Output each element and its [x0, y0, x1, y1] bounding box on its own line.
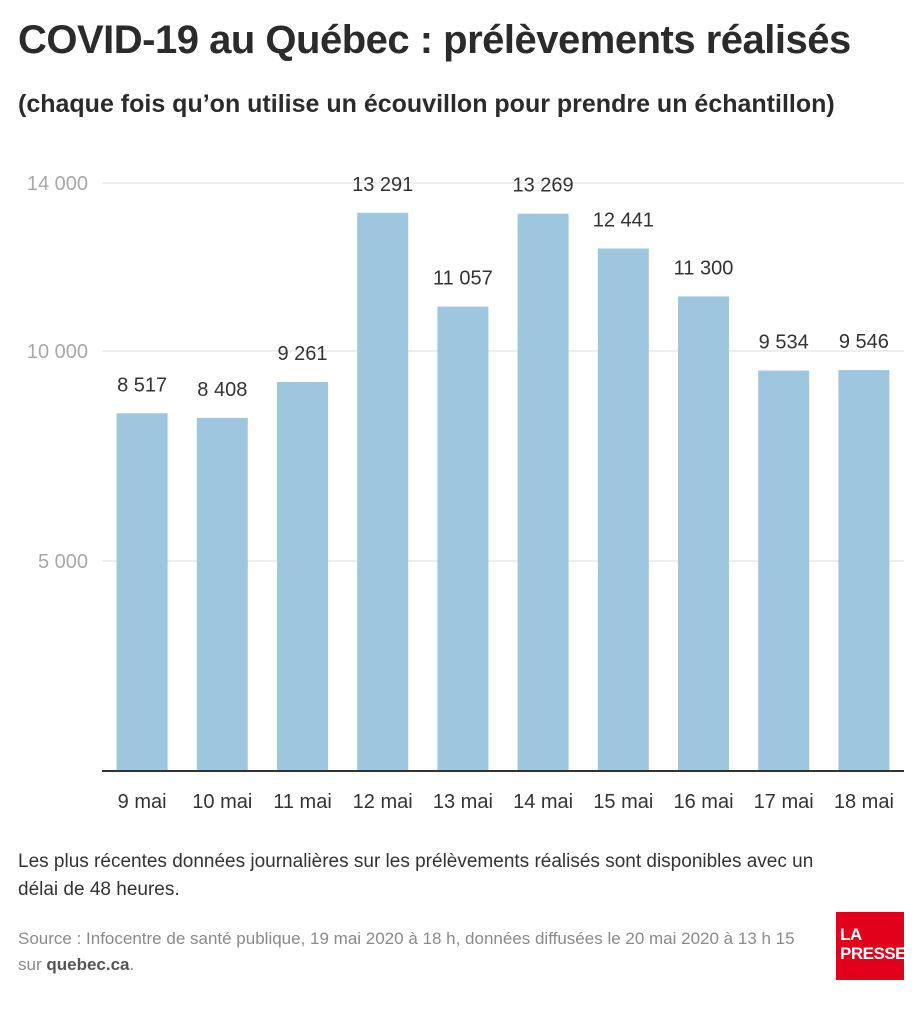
chart-subtitle: (chaque fois qu’on utilise un écouvillon… — [18, 90, 835, 118]
bar-value-label: 8 408 — [197, 379, 247, 401]
bar — [597, 248, 649, 771]
x-tick-label: 18 mai — [834, 791, 894, 813]
y-tick-label: 14 000 — [27, 173, 88, 195]
x-tick-label: 17 mai — [754, 791, 814, 813]
bar-value-label: 11 300 — [674, 257, 734, 279]
la-presse-logo: LA PRESSE — [836, 912, 906, 980]
bar — [196, 417, 248, 771]
bar — [758, 370, 810, 771]
bar — [437, 306, 489, 771]
bar — [357, 212, 409, 771]
y-tick-label: 10 000 — [27, 341, 88, 363]
bar — [116, 413, 168, 771]
bar — [517, 213, 569, 771]
x-tick-label: 12 mai — [353, 791, 413, 813]
logo-line-presse: PRESSE — [840, 944, 906, 963]
bar — [678, 296, 729, 771]
x-tick-label: 11 mai — [273, 791, 332, 813]
bar-chart: 5 000 10 000 14 000 8 517 9 mai 8 408 10 mai 9 … — [27, 173, 904, 813]
source-prefix: Source : Infocentre de santé publique, 1… — [18, 929, 795, 974]
bar-value-label: 13 291 — [352, 174, 413, 196]
bar-value-label: 9 546 — [839, 331, 889, 353]
source-link[interactable]: quebec.ca — [46, 955, 130, 974]
x-tick-label: 10 mai — [192, 791, 252, 813]
source-suffix: . — [129, 955, 135, 974]
logo-line-la: LA — [840, 925, 862, 944]
bar — [277, 382, 328, 771]
x-tick-label: 9 mai — [118, 791, 167, 813]
source-text: Source : Infocentre de santé publique, 1… — [18, 926, 808, 978]
chart-title: COVID-19 au Québec : prélèvements réalis… — [18, 18, 851, 62]
x-tick-label: 15 mai — [593, 791, 653, 813]
y-tick-label: 5 000 — [38, 551, 88, 573]
bar-value-label: 11 057 — [433, 268, 493, 290]
x-tick-label: 13 mai — [433, 791, 493, 813]
bar-value-label: 8 517 — [117, 374, 167, 396]
bar-value-label: 9 534 — [759, 332, 809, 354]
bar-value-label: 12 441 — [593, 209, 654, 231]
x-tick-label: 14 mai — [513, 791, 573, 813]
bar-value-label: 9 261 — [277, 343, 327, 365]
bar — [838, 370, 890, 771]
bar-value-label: 13 269 — [513, 175, 574, 197]
data-delay-note: Les plus récentes données journalières s… — [18, 851, 814, 900]
x-tick-label: 16 mai — [673, 791, 733, 813]
